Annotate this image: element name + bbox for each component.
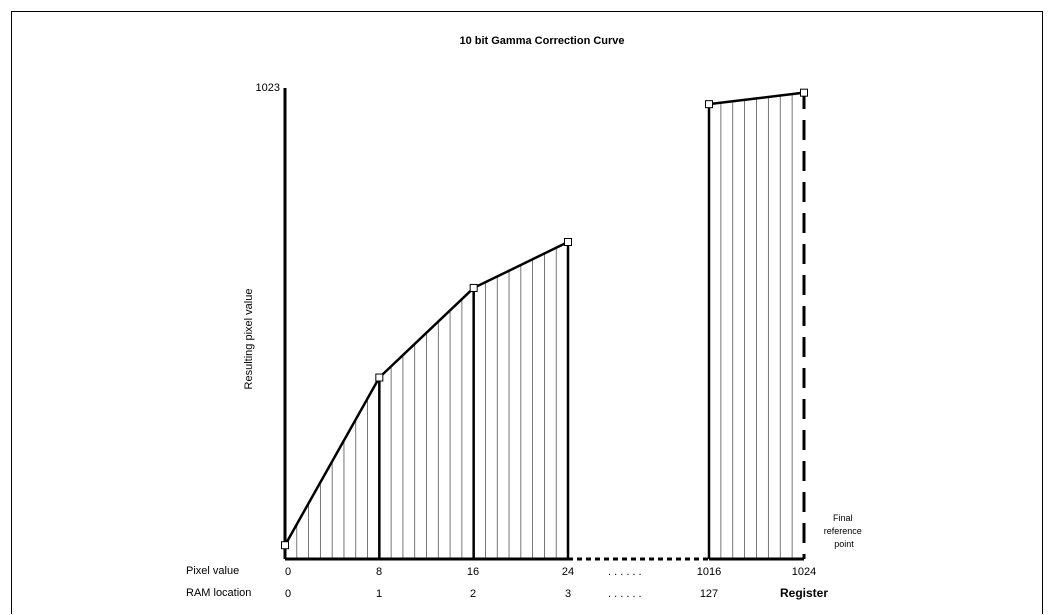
curve-segment: [283, 240, 569, 546]
ram-location-row-label: RAM location: [186, 587, 251, 599]
pixel-value-ticks: 0 8 16 24 1016 1024: [285, 566, 816, 578]
pixel-value-row-label: Pixel value: [186, 565, 239, 577]
pixel-tick-label: 1024: [792, 566, 816, 578]
gamma-curve: [283, 91, 805, 559]
gamma-curve-diagram: 10 bit Gamma Correction Curve 1023 Resul…: [186, 35, 865, 600]
curve-segment: [708, 91, 805, 106]
reference-point-marker: [564, 237, 572, 246]
pixel-tick-label: 0: [285, 566, 291, 578]
hatching-lines: [296, 94, 793, 559]
pixel-tick-label: 24: [562, 566, 574, 578]
pixel-row-ellipsis: . . . . . .: [608, 566, 642, 578]
pixel-tick-label: 8: [376, 566, 382, 578]
diagram-frame: 10 bit Gamma Correction Curve 1023 Resul…: [11, 11, 1043, 614]
ram-tick-label: Register: [780, 586, 828, 600]
final-point-label-line-2: reference: [824, 526, 862, 536]
diagram-title: 10 bit Gamma Correction Curve: [459, 35, 624, 47]
ram-tick-label: 1: [376, 588, 382, 600]
ram-tick-label: 0: [285, 588, 291, 600]
ram-tick-label: 3: [565, 588, 571, 600]
final-point-label: Final reference point: [824, 513, 865, 549]
reference-point-marker: [800, 88, 808, 97]
final-point-label-line-3: point: [834, 539, 854, 549]
pixel-tick-label: 1016: [697, 566, 721, 578]
y-axis-max-label: 1023: [256, 82, 280, 94]
ram-tick-label: 2: [470, 588, 476, 600]
reference-point-marker: [469, 283, 478, 292]
final-point-label-line-1: Final: [833, 513, 853, 523]
reference-point-marker: [705, 100, 713, 109]
y-axis-label: Resulting pixel value: [243, 289, 255, 390]
reference-points: [281, 88, 808, 550]
reference-point-marker: [375, 373, 384, 382]
ram-tick-label: 127: [700, 588, 718, 600]
reference-point-marker: [281, 541, 289, 550]
ram-row-ellipsis: . . . . . .: [608, 588, 642, 600]
ram-location-ticks: 0 1 2 3 127 Register: [285, 586, 828, 600]
pixel-tick-label: 16: [467, 566, 479, 578]
